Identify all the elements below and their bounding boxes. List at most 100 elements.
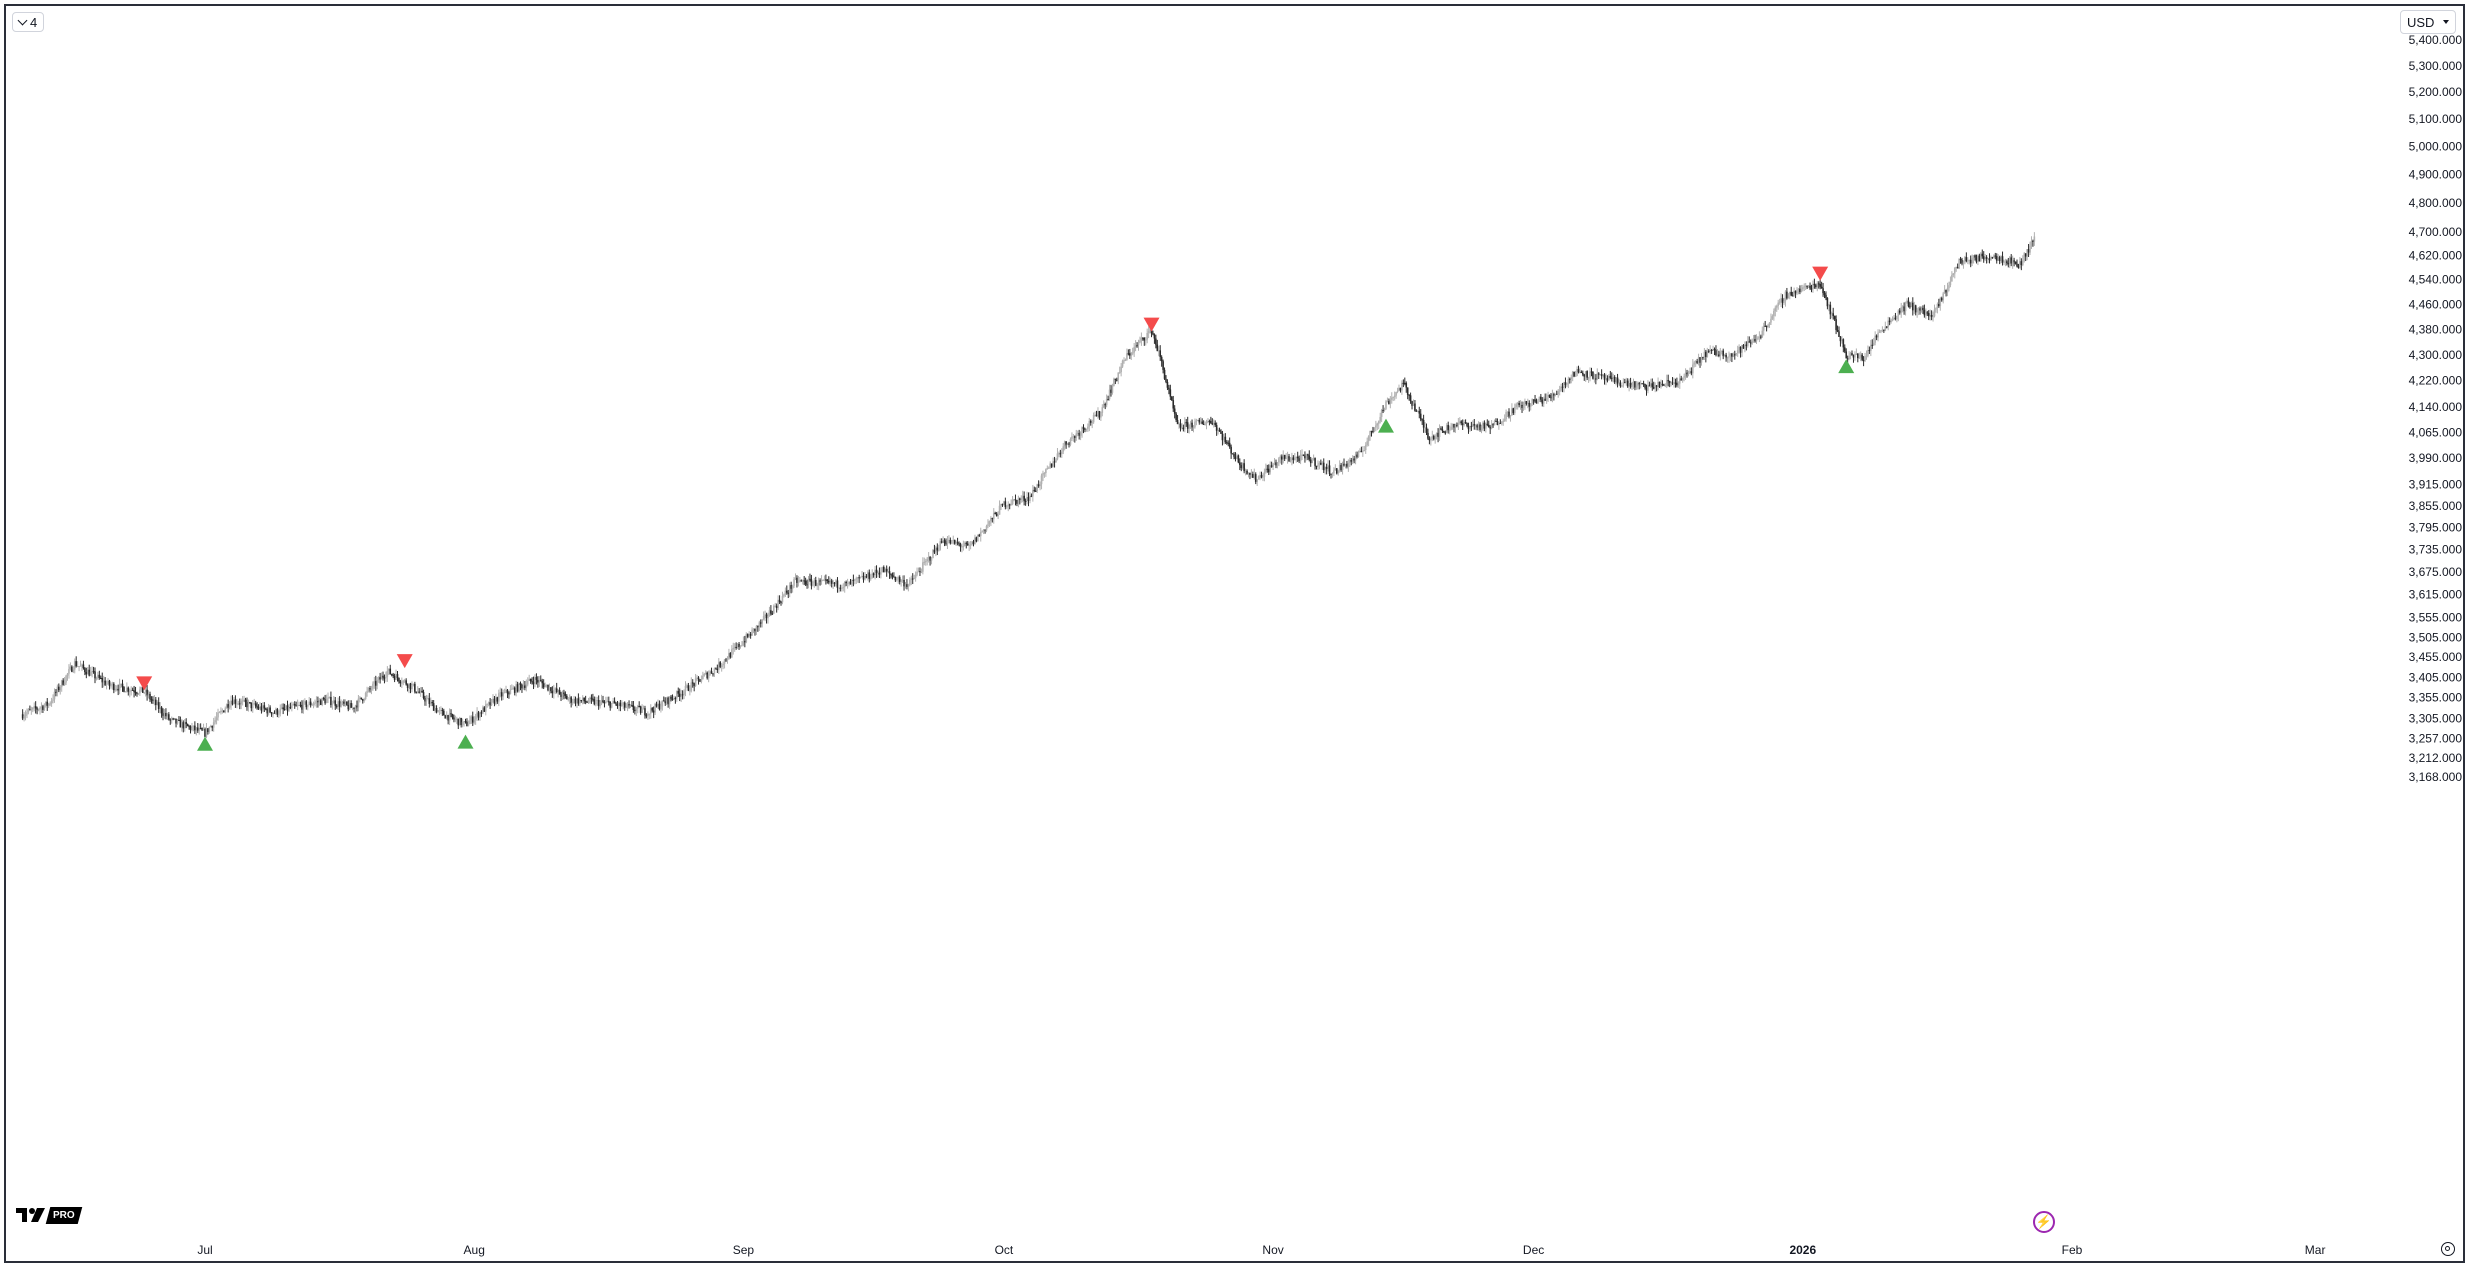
candle-body: [1544, 398, 1546, 401]
candle-body: [1483, 422, 1486, 429]
candle-body: [561, 692, 564, 697]
candle-body: [1812, 283, 1814, 289]
candle-body: [1240, 465, 1243, 469]
candle-body: [952, 539, 955, 541]
candle-body: [42, 706, 44, 710]
candle-body: [655, 703, 658, 707]
candle-body: [1435, 432, 1438, 437]
candle-body: [1657, 381, 1659, 387]
candle-body: [534, 677, 536, 685]
candle-body: [1186, 422, 1189, 429]
candle-body: [992, 512, 995, 520]
candle-body: [448, 713, 451, 721]
candle-body: [1998, 257, 2001, 261]
candle-body: [687, 685, 690, 691]
candle-body: [2032, 240, 2034, 242]
indicators-toggle-button[interactable]: 4: [12, 12, 45, 32]
candle-body: [1548, 394, 1551, 397]
candle-body: [1846, 358, 1849, 360]
candle-body: [1927, 313, 1930, 317]
candle-body: [865, 576, 868, 578]
candle-body: [27, 709, 30, 713]
candle-body: [269, 707, 271, 713]
candle-body: [1747, 341, 1749, 346]
candle-body: [338, 701, 341, 707]
candle-body: [1019, 498, 1021, 500]
candle-body: [940, 541, 943, 543]
candle-body: [1961, 259, 1963, 264]
candle-body: [1658, 381, 1661, 387]
candle-body: [1027, 496, 1030, 501]
candle-body: [1335, 468, 1338, 474]
candle-body: [1661, 383, 1664, 385]
candle-body: [1833, 316, 1836, 320]
candle-body: [1467, 425, 1470, 430]
candle-body: [490, 699, 493, 706]
lightning-icon[interactable]: ⚡: [2033, 1211, 2055, 1233]
candle-body: [813, 579, 816, 583]
candle-body: [1800, 289, 1803, 293]
candle-body: [401, 682, 403, 684]
settings-icon[interactable]: [2441, 1242, 2455, 1256]
candle-body: [1667, 380, 1670, 382]
candle-body: [1987, 258, 1989, 260]
candle-body: [1615, 377, 1617, 383]
candle-body: [1194, 421, 1196, 428]
candle-body: [1269, 465, 1272, 473]
candle-body: [127, 687, 130, 692]
candle-body: [1317, 464, 1319, 467]
candle-body: [1230, 446, 1232, 454]
candle-body: [839, 587, 842, 589]
candle-body: [827, 580, 830, 583]
currency-select[interactable]: USD: [2400, 10, 2456, 34]
candle-body: [1217, 429, 1219, 431]
candle-body: [1874, 335, 1876, 343]
candle-body: [745, 634, 748, 643]
candle-body: [1972, 255, 1975, 258]
candle-body: [367, 688, 370, 691]
candle-body: [868, 572, 871, 579]
candle-body: [723, 659, 726, 664]
candle-body: [949, 539, 952, 544]
candle-body: [1771, 316, 1774, 319]
candle-body: [356, 705, 358, 708]
candle-body: [1254, 474, 1257, 482]
candle-body: [1541, 399, 1544, 404]
candle-body: [587, 702, 590, 704]
candle-body: [744, 641, 746, 643]
candle-body: [1102, 404, 1105, 408]
candle-body: [419, 690, 422, 693]
candle-body: [1799, 288, 1801, 293]
candle-body: [1275, 462, 1277, 466]
candle-body: [550, 687, 552, 692]
candle-body: [157, 702, 160, 709]
tradingview-logo[interactable]: PRO: [16, 1205, 82, 1225]
candle-body: [524, 685, 526, 688]
candle-body: [1907, 300, 1910, 307]
candle-body: [684, 685, 687, 692]
candle-body: [1440, 428, 1442, 430]
candle-body: [2006, 261, 2008, 264]
candle-body: [208, 727, 211, 732]
candle-body: [1414, 403, 1416, 411]
candle-body: [1561, 386, 1564, 388]
candle-body: [849, 581, 852, 585]
candle-body: [1674, 382, 1677, 384]
candle-body: [1914, 305, 1917, 313]
candle-body: [774, 605, 777, 607]
candle-body: [466, 721, 468, 727]
candle-body: [1399, 387, 1402, 391]
candle-body: [1249, 472, 1251, 475]
candle-body: [1729, 353, 1732, 357]
candle-body: [1820, 286, 1823, 289]
candle-body: [1160, 356, 1163, 362]
candle-body: [1202, 423, 1205, 425]
candle-body: [1379, 416, 1381, 422]
candle-body: [474, 716, 477, 720]
candle-body: [189, 726, 192, 731]
candle-body: [1538, 396, 1541, 401]
x-tick-label: Mar: [2305, 1243, 2326, 1257]
candle-body: [1761, 330, 1764, 338]
candle-body: [1184, 422, 1186, 430]
